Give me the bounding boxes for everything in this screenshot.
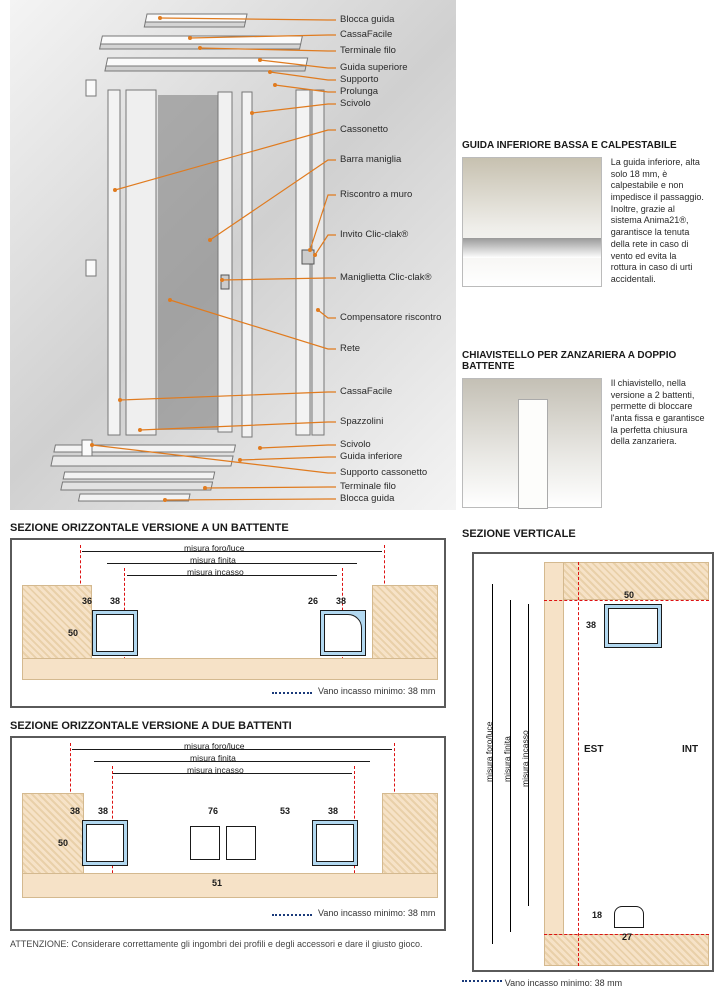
info2-photo bbox=[462, 378, 602, 508]
s1-d26: 26 bbox=[308, 596, 318, 606]
sv-d50: 50 bbox=[624, 590, 634, 600]
callout-label: Terminale filo bbox=[340, 45, 396, 56]
s1-d50: 50 bbox=[68, 628, 78, 638]
s1-vano: Vano incasso minimo: 38 mm bbox=[318, 686, 435, 696]
callout-label: Riscontro a muro bbox=[340, 189, 412, 200]
s1-d36: 36 bbox=[82, 596, 92, 606]
callout-label: Supporto cassonetto bbox=[340, 467, 427, 478]
callout-label: Supporto bbox=[340, 74, 379, 85]
s2-d38: 38 bbox=[98, 806, 108, 816]
info2-text: Il chiavistello, nella versione a 2 batt… bbox=[605, 378, 705, 448]
sv-d38: 38 bbox=[586, 620, 596, 630]
drawing-V: 50 38 18 27 EST INT misura foro/luce mis… bbox=[472, 552, 714, 972]
sv-d27: 27 bbox=[622, 932, 632, 942]
callout-label: Maniglietta Clic-clak® bbox=[340, 272, 431, 283]
sv-d18: 18 bbox=[592, 910, 602, 920]
callout-label: Cassonetto bbox=[340, 124, 388, 135]
leader-lines bbox=[10, 0, 456, 510]
callout-label: Invito Clic-clak® bbox=[340, 229, 408, 240]
info-box-chiavistello: CHIAVISTELLO PER ZANZARIERA A DOPPIO BAT… bbox=[462, 350, 712, 508]
sv-vano: Vano incasso minimo: 38 mm bbox=[505, 978, 622, 988]
s1-d38b: 38 bbox=[336, 596, 346, 606]
info1-photo bbox=[462, 157, 602, 287]
callout-label: Compensatore riscontro bbox=[340, 312, 441, 323]
s2-d53: 53 bbox=[280, 806, 290, 816]
callout-label: CassaFacile bbox=[340, 29, 392, 40]
exploded-diagram: Blocca guida CassaFacile Terminale filo Gui… bbox=[10, 0, 456, 510]
callout-label: Barra maniglia bbox=[340, 154, 401, 165]
callout-label: Scivolo bbox=[340, 98, 371, 109]
callout-label: Blocca guida bbox=[340, 493, 394, 504]
drawing-1: ESTERNO INTERNO misura foro/luce misura … bbox=[10, 538, 446, 708]
callout-label: Scivolo bbox=[340, 439, 371, 450]
s2-d38r: 38 bbox=[328, 806, 338, 816]
s2-d38l: 38 bbox=[70, 806, 80, 816]
callout-label: Guida inferiore bbox=[340, 451, 402, 462]
info2-title: CHIAVISTELLO PER ZANZARIERA A DOPPIO BAT… bbox=[462, 350, 712, 372]
callout-label: CassaFacile bbox=[340, 386, 392, 397]
info1-text: La guida inferiore, alta solo 18 mm, è c… bbox=[605, 157, 705, 286]
s2-d76: 76 bbox=[208, 806, 218, 816]
sectV-title: SEZIONE VERTICALE bbox=[462, 528, 576, 540]
s1-d38a: 38 bbox=[110, 596, 120, 606]
callout-label: Prolunga bbox=[340, 86, 378, 97]
s2-vano: Vano incasso minimo: 38 mm bbox=[318, 908, 435, 918]
s2-d51: 51 bbox=[212, 878, 222, 888]
sect1-title: SEZIONE ORIZZONTALE VERSIONE A UN BATTEN… bbox=[10, 522, 716, 534]
callout-label: Terminale filo bbox=[340, 481, 396, 492]
drawing-2: ESTERNO INTERNO misura foro/luce misura … bbox=[10, 736, 446, 931]
sv-int: INT bbox=[682, 744, 698, 755]
callout-label: Spazzolini bbox=[340, 416, 383, 427]
sv-est: EST bbox=[584, 744, 603, 755]
callout-label: Guida superiore bbox=[340, 62, 408, 73]
info1-title: GUIDA INFERIORE BASSA E CALPESTABILE bbox=[462, 140, 712, 151]
s2-d50: 50 bbox=[58, 838, 68, 848]
info-box-guida: GUIDA INFERIORE BASSA E CALPESTABILE La … bbox=[462, 140, 712, 287]
callout-label: Blocca guida bbox=[340, 14, 394, 25]
callout-label: Rete bbox=[340, 343, 360, 354]
